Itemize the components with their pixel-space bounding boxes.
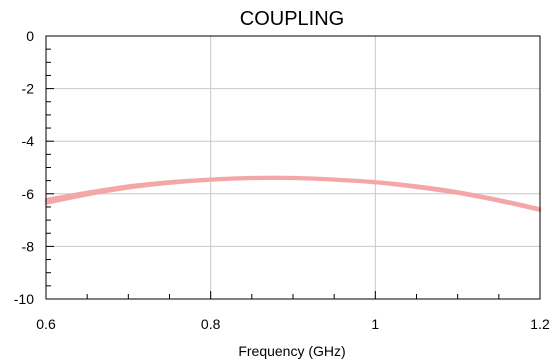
y-tick-label: -4 (22, 133, 35, 149)
x-tick-labels: 0.6 0.8 1 1.2 (36, 316, 550, 332)
grid-lines (46, 36, 540, 299)
series-line-3 (44, 177, 542, 212)
x-tick-label: 0.8 (201, 316, 221, 332)
plot-series (44, 175, 542, 212)
x-axis-label: Frequency (GHz) (238, 343, 345, 359)
y-tick-labels: 0 -2 -4 -6 -8 -10 (14, 28, 34, 307)
y-tick-label: -8 (22, 238, 35, 254)
axis-ticks (45, 35, 541, 300)
y-tick-label: -2 (22, 81, 35, 97)
y-tick-label: 0 (26, 28, 34, 44)
x-tick-label: 0.6 (36, 316, 56, 332)
series-line-4 (44, 176, 542, 211)
x-tick-label: 1 (371, 316, 379, 332)
y-tick-label: -6 (22, 186, 35, 202)
plot-frame (45, 35, 541, 300)
chart-title: COUPLING (240, 8, 344, 30)
x-tick-label: 1.2 (530, 316, 550, 332)
y-tick-label: -10 (14, 291, 34, 307)
